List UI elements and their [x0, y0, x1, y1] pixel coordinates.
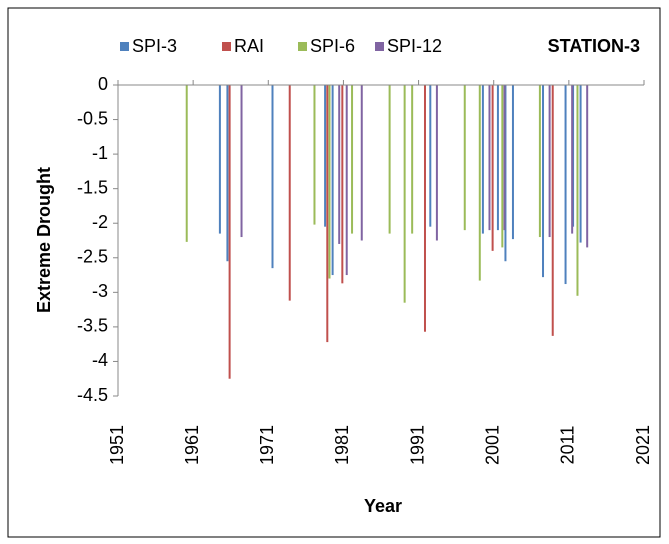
x-tick-label: 1991	[407, 425, 427, 465]
bar	[411, 85, 414, 234]
x-tick-label: 2011	[558, 426, 578, 465]
y-tick-label: -3.5	[77, 316, 108, 336]
bar	[481, 85, 484, 234]
bar	[271, 85, 274, 269]
chart-border	[7, 7, 661, 538]
bar	[571, 85, 574, 234]
x-tick-label: 1961	[182, 425, 202, 465]
bar	[488, 85, 491, 231]
bar	[548, 85, 551, 238]
bar	[586, 85, 589, 248]
y-tick-label: -0.5	[77, 108, 108, 128]
bar	[478, 85, 481, 281]
legend-swatch	[375, 42, 384, 51]
legend-swatch	[222, 42, 231, 51]
y-axis-title: Extreme Drought	[34, 167, 54, 313]
bar	[218, 85, 221, 234]
bar	[435, 85, 438, 241]
bar	[324, 85, 327, 227]
legend-label: RAI	[234, 36, 264, 56]
chart-title: STATION-3	[548, 36, 640, 56]
bar	[503, 85, 506, 231]
bar	[185, 85, 188, 242]
bar	[226, 85, 229, 262]
bar	[388, 85, 391, 234]
bar	[491, 85, 494, 251]
y-tick-label: -2	[92, 212, 108, 232]
y-tick-label: -1.5	[77, 177, 108, 197]
x-tick-label: 2001	[482, 425, 502, 465]
bar	[538, 85, 541, 238]
y-tick-label: 0	[98, 74, 108, 94]
x-tick-label: 1971	[257, 425, 277, 465]
bar	[240, 85, 243, 238]
legend-swatch	[298, 42, 307, 51]
y-tick-label: -1	[92, 143, 108, 163]
bar	[228, 85, 231, 379]
bar	[429, 85, 432, 227]
legend-label: SPI-6	[310, 36, 355, 56]
bar	[501, 85, 504, 248]
x-axis-title: Year	[364, 496, 402, 516]
bar	[551, 85, 554, 336]
bar	[313, 85, 316, 225]
x-tick-label: 1951	[107, 425, 127, 465]
legend-label: SPI-12	[387, 36, 442, 56]
bar	[579, 85, 582, 243]
y-tick-label: -4.5	[77, 385, 108, 405]
bar	[360, 85, 363, 241]
bar	[463, 85, 466, 231]
bar	[496, 85, 499, 231]
y-tick-label: -3	[92, 281, 108, 301]
bar	[576, 85, 579, 296]
x-tick-label: 1981	[332, 425, 352, 465]
legend-label: SPI-3	[132, 36, 177, 56]
bar	[288, 85, 291, 301]
y-tick-label: -4	[92, 350, 108, 370]
bar	[326, 85, 329, 343]
bar	[338, 85, 341, 244]
bar	[341, 85, 344, 284]
bar	[511, 85, 514, 240]
y-tick-label: -2.5	[77, 247, 108, 267]
legend-swatch	[120, 42, 129, 51]
bar	[328, 85, 331, 279]
x-tick-label: 2021	[633, 425, 653, 465]
bar	[564, 85, 567, 285]
bar	[542, 85, 545, 278]
bar	[351, 85, 354, 234]
bar	[331, 85, 334, 276]
bar	[345, 85, 348, 276]
bar	[403, 85, 406, 303]
bar	[423, 85, 426, 332]
